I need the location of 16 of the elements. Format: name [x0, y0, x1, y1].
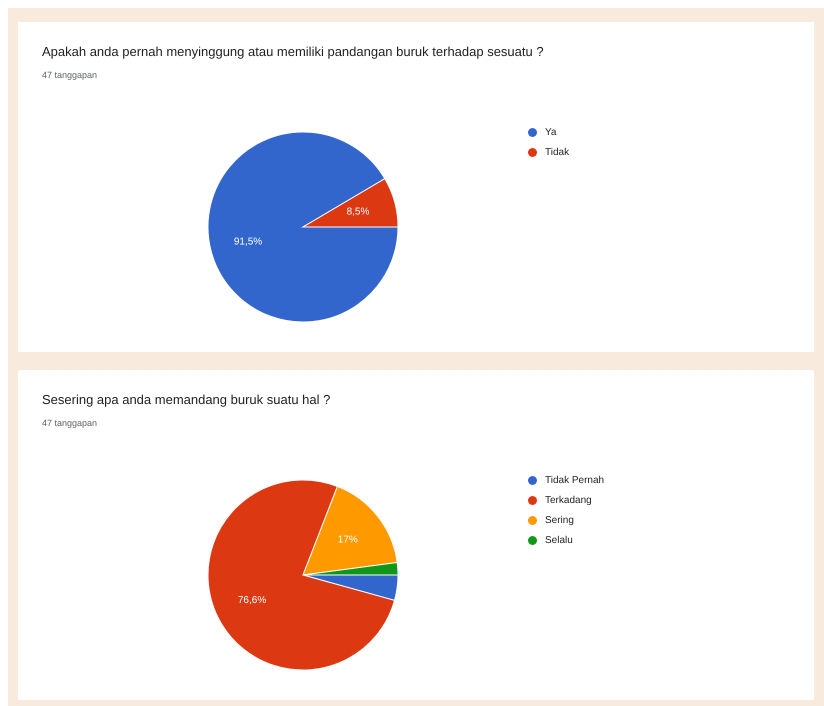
- chart-title: Apakah anda pernah menyinggung atau memiliki pandangan buruk terhadap sesuatu ?: [42, 44, 544, 59]
- legend-label: Sering: [545, 514, 574, 526]
- legend-label: Ya: [545, 126, 556, 138]
- pie-slice: [208, 132, 398, 322]
- legend-label: Terkadang: [545, 494, 592, 506]
- legend-label: Tidak: [545, 146, 570, 158]
- legend-label: Tidak Pernah: [545, 474, 604, 486]
- chart-title: Sesering apa anda memandang buruk suatu hal ?: [42, 392, 330, 407]
- text: 47 tanggapan: [42, 70, 98, 80]
- pie-slice: [208, 480, 396, 670]
- text: 47 tanggapan: [42, 418, 98, 428]
- data-label: 76,6%: [238, 595, 266, 606]
- data-label: 8,5%: [346, 206, 370, 218]
- data-label: 17%: [338, 534, 358, 546]
- data-label: 91,5%: [234, 236, 262, 248]
- legend-label: Selalu: [545, 534, 573, 546]
